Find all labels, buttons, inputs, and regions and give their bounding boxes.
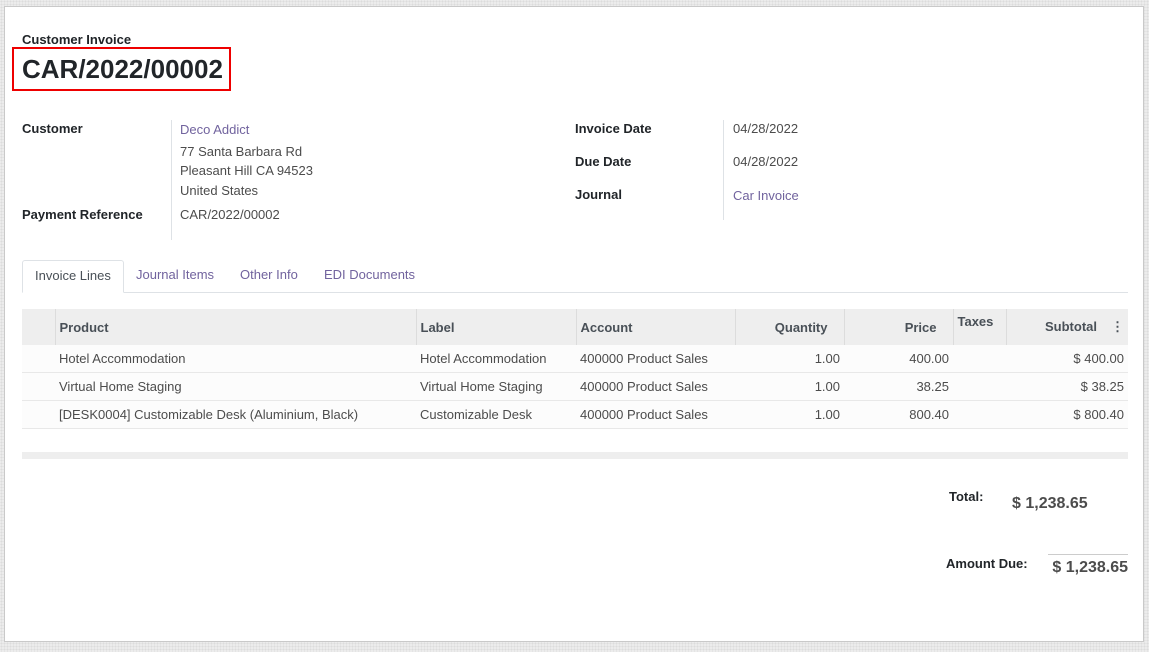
invoice-lines-table: Product Label Account Quantity Price Tax… xyxy=(22,309,1128,429)
cell-account[interactable]: 400000 Product Sales xyxy=(576,372,735,401)
column-header-label[interactable]: Label xyxy=(415,309,576,345)
column-header-quantity[interactable]: Quantity xyxy=(734,309,844,345)
cell-subtotal: $ 800.40 xyxy=(1006,400,1128,429)
subtotal-header-label: Subtotal xyxy=(1045,319,1097,334)
due-date-field[interactable]: 04/28/2022 xyxy=(733,154,799,169)
customer-label: Customer xyxy=(22,121,83,136)
table-row[interactable]: Virtual Home Staging Virtual Home Stagin… xyxy=(22,372,1128,401)
customer-link[interactable]: Deco Addict xyxy=(180,122,250,137)
journal-link[interactable]: Car Invoice xyxy=(733,188,799,203)
notebook-tabs: Invoice Lines Journal Items Other Info E… xyxy=(22,260,1128,293)
invoice-date-field[interactable]: 04/28/2022 xyxy=(733,121,799,136)
cell-subtotal: $ 38.25 xyxy=(1006,372,1128,401)
cell-label[interactable]: Customizable Desk xyxy=(416,400,576,429)
cell-quantity[interactable]: 1.00 xyxy=(735,345,844,373)
cell-taxes[interactable] xyxy=(953,345,1006,373)
cell-quantity[interactable]: 1.00 xyxy=(735,400,844,429)
cell-price[interactable]: 400.00 xyxy=(844,345,953,373)
tab-invoice-lines[interactable]: Invoice Lines xyxy=(22,260,124,293)
row-handle xyxy=(22,372,55,401)
total-amount: $ 1,238.65 xyxy=(1012,495,1088,512)
cell-price[interactable]: 38.25 xyxy=(844,372,953,401)
address-line: 77 Santa Barbara Rd xyxy=(180,144,303,159)
tab-edi-documents[interactable]: EDI Documents xyxy=(324,267,416,282)
payment-reference-field[interactable]: CAR/2022/00002 xyxy=(180,207,280,222)
invoice-date-label: Invoice Date xyxy=(575,121,652,136)
cell-taxes[interactable] xyxy=(953,400,1006,429)
row-handle xyxy=(22,400,55,429)
column-header-product[interactable]: Product xyxy=(54,309,416,345)
optional-columns-icon[interactable]: ⋮ xyxy=(1111,319,1124,334)
divider xyxy=(723,120,724,220)
divider xyxy=(171,120,172,240)
amount-due: $ 1,238.65 xyxy=(1048,554,1128,577)
cell-product[interactable]: Virtual Home Staging xyxy=(55,372,416,401)
cell-product[interactable]: Hotel Accommodation xyxy=(55,345,416,373)
cell-account[interactable]: 400000 Product Sales xyxy=(576,345,735,373)
table-header: Product Label Account Quantity Price Tax… xyxy=(22,309,1128,345)
cell-product[interactable]: [DESK0004] Customizable Desk (Aluminium,… xyxy=(55,400,416,429)
handle-column-header xyxy=(22,309,55,345)
amount-due-label: Amount Due: xyxy=(946,556,1028,571)
tab-journal-items[interactable]: Journal Items xyxy=(136,267,215,282)
table-row[interactable]: [DESK0004] Customizable Desk (Aluminium,… xyxy=(22,400,1128,429)
invoice-form-sheet: Customer Invoice CAR/2022/00002 Customer… xyxy=(4,6,1144,642)
document-type-label: Customer Invoice xyxy=(22,32,132,47)
cell-quantity[interactable]: 1.00 xyxy=(735,372,844,401)
cell-label[interactable]: Hotel Accommodation xyxy=(416,345,576,373)
column-header-account[interactable]: Account xyxy=(575,309,735,345)
table-footer-bar xyxy=(22,452,1128,459)
row-handle xyxy=(22,345,55,373)
cell-account[interactable]: 400000 Product Sales xyxy=(576,400,735,429)
due-date-label: Due Date xyxy=(575,154,632,169)
cell-taxes[interactable] xyxy=(953,372,1006,401)
payment-reference-label: Payment Reference xyxy=(22,207,143,222)
cell-price[interactable]: 800.40 xyxy=(844,400,953,429)
invoice-number: CAR/2022/00002 xyxy=(22,54,223,84)
tab-other-info[interactable]: Other Info xyxy=(240,267,298,282)
column-header-subtotal[interactable]: Subtotal ⋮ xyxy=(1005,309,1128,345)
table-row[interactable]: Hotel Accommodation Hotel Accommodation … xyxy=(22,345,1128,373)
column-header-price[interactable]: Price xyxy=(843,309,953,345)
journal-label: Journal xyxy=(575,187,622,202)
cell-label[interactable]: Virtual Home Staging xyxy=(416,372,576,401)
total-label: Total: xyxy=(949,489,984,504)
address-line: United States xyxy=(180,183,259,198)
column-header-taxes[interactable]: Taxes xyxy=(952,309,1006,345)
address-line: Pleasant Hill CA 94523 xyxy=(180,163,313,178)
invoice-number-highlight: CAR/2022/00002 xyxy=(12,47,231,91)
cell-subtotal: $ 400.00 xyxy=(1006,345,1128,373)
